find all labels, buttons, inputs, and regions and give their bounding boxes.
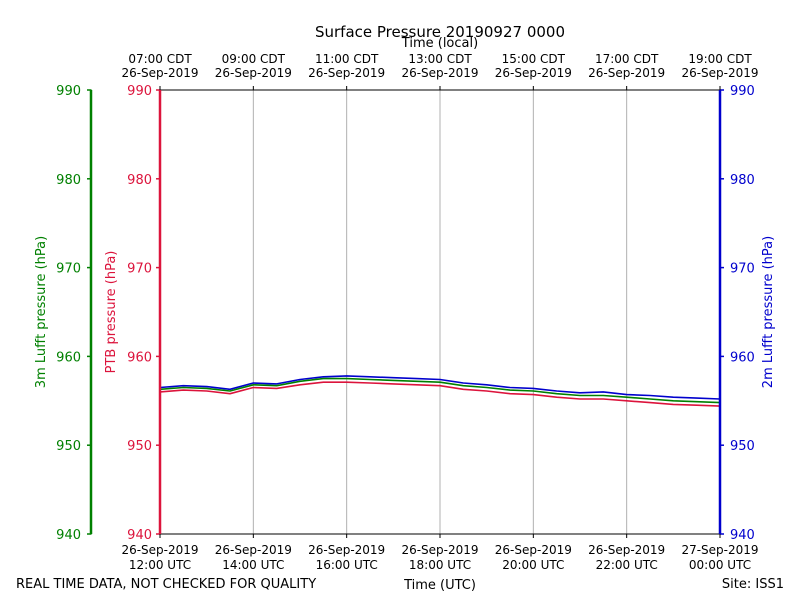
top-tick-time-6: 19:00 CDT (688, 52, 752, 66)
bottom-tick-date-5: 26-Sep-2019 (588, 543, 665, 557)
top-tick-time-3: 13:00 CDT (408, 52, 472, 66)
footer-site: Site: ISS1 (722, 577, 784, 592)
top-tick-time-5: 17:00 CDT (595, 52, 659, 66)
bottom-tick-date-6: 27-Sep-2019 (681, 543, 758, 557)
left-inner-tick-label-2: 960 (127, 350, 152, 365)
bottom-tick-time-3: 18:00 UTC (409, 558, 471, 572)
bottom-tick-time-1: 14:00 UTC (222, 558, 284, 572)
right-tick-label-3: 970 (730, 262, 755, 277)
bottom-tick-time-6: 00:00 UTC (689, 558, 751, 572)
top-tick-date-1: 26-Sep-2019 (215, 66, 292, 80)
bottom-tick-date-3: 26-Sep-2019 (401, 543, 478, 557)
bottom-tick-date-2: 26-Sep-2019 (308, 543, 385, 557)
left-inner-axis-label: PTB pressure (hPa) (104, 251, 119, 374)
left-outer-tick-label-1: 950 (56, 439, 81, 454)
bottom-tick-time-0: 12:00 UTC (129, 558, 191, 572)
tick-labels: 940 940 940 950 950 950 960 960 960 970 970 970 980 9… (56, 52, 758, 572)
left-inner-tick-label-4: 980 (127, 173, 152, 188)
top-tick-date-6: 26-Sep-2019 (681, 66, 758, 80)
top-tick-date-2: 26-Sep-2019 (308, 66, 385, 80)
right-tick-label-0: 940 (730, 528, 755, 543)
series-line-1 (159, 377, 721, 404)
left-inner-tick-label-0: 940 (127, 528, 152, 543)
top-tick-time-2: 11:00 CDT (315, 52, 379, 66)
left-outer-tick-label-3: 970 (56, 262, 81, 277)
top-tick-time-1: 09:00 CDT (222, 52, 286, 66)
left-outer-tick-label-2: 960 (56, 350, 81, 365)
chart-title: Surface Pressure 20190927 0000 (315, 23, 565, 41)
right-tick-label-1: 950 (730, 439, 755, 454)
bottom-tick-time-5: 22:00 UTC (596, 558, 658, 572)
top-tick-date-3: 26-Sep-2019 (401, 66, 478, 80)
left-outer-tick-label-4: 980 (56, 173, 81, 188)
bottom-tick-date-0: 26-Sep-2019 (121, 543, 198, 557)
top-tick-time-4: 15:00 CDT (502, 52, 566, 66)
right-axis-label: 2m Lufft pressure (hPa) (761, 236, 776, 388)
top-axis-label: Time (local) (401, 36, 478, 51)
data-series (159, 375, 721, 407)
bottom-tick-time-2: 16:00 UTC (316, 558, 378, 572)
right-tick-label-4: 980 (730, 173, 755, 188)
right-tick-label-2: 960 (730, 350, 755, 365)
bottom-tick-date-1: 26-Sep-2019 (215, 543, 292, 557)
top-tick-date-5: 26-Sep-2019 (588, 66, 665, 80)
top-tick-date-0: 26-Sep-2019 (121, 66, 198, 80)
footer-disclaimer: REAL TIME DATA, NOT CHECKED FOR QUALITY (16, 577, 316, 592)
left-outer-tick-label-5: 990 (56, 84, 81, 99)
axes (87, 86, 724, 538)
series-line-2 (159, 381, 721, 407)
top-tick-time-0: 07:00 CDT (128, 52, 192, 66)
x-axis-label: Time (UTC) (403, 578, 476, 593)
left-inner-tick-label-3: 970 (127, 262, 152, 277)
top-tick-date-4: 26-Sep-2019 (495, 66, 572, 80)
left-inner-tick-label-1: 950 (127, 439, 152, 454)
series-line-0 (159, 375, 721, 400)
right-tick-label-5: 990 (730, 84, 755, 99)
left-outer-tick-label-0: 940 (56, 528, 81, 543)
bottom-tick-time-4: 20:00 UTC (502, 558, 564, 572)
left-inner-tick-label-5: 990 (127, 84, 152, 99)
bottom-tick-date-4: 26-Sep-2019 (495, 543, 572, 557)
left-outer-axis-label: 3m Lufft pressure (hPa) (34, 236, 49, 388)
grid-lines (252, 90, 628, 534)
